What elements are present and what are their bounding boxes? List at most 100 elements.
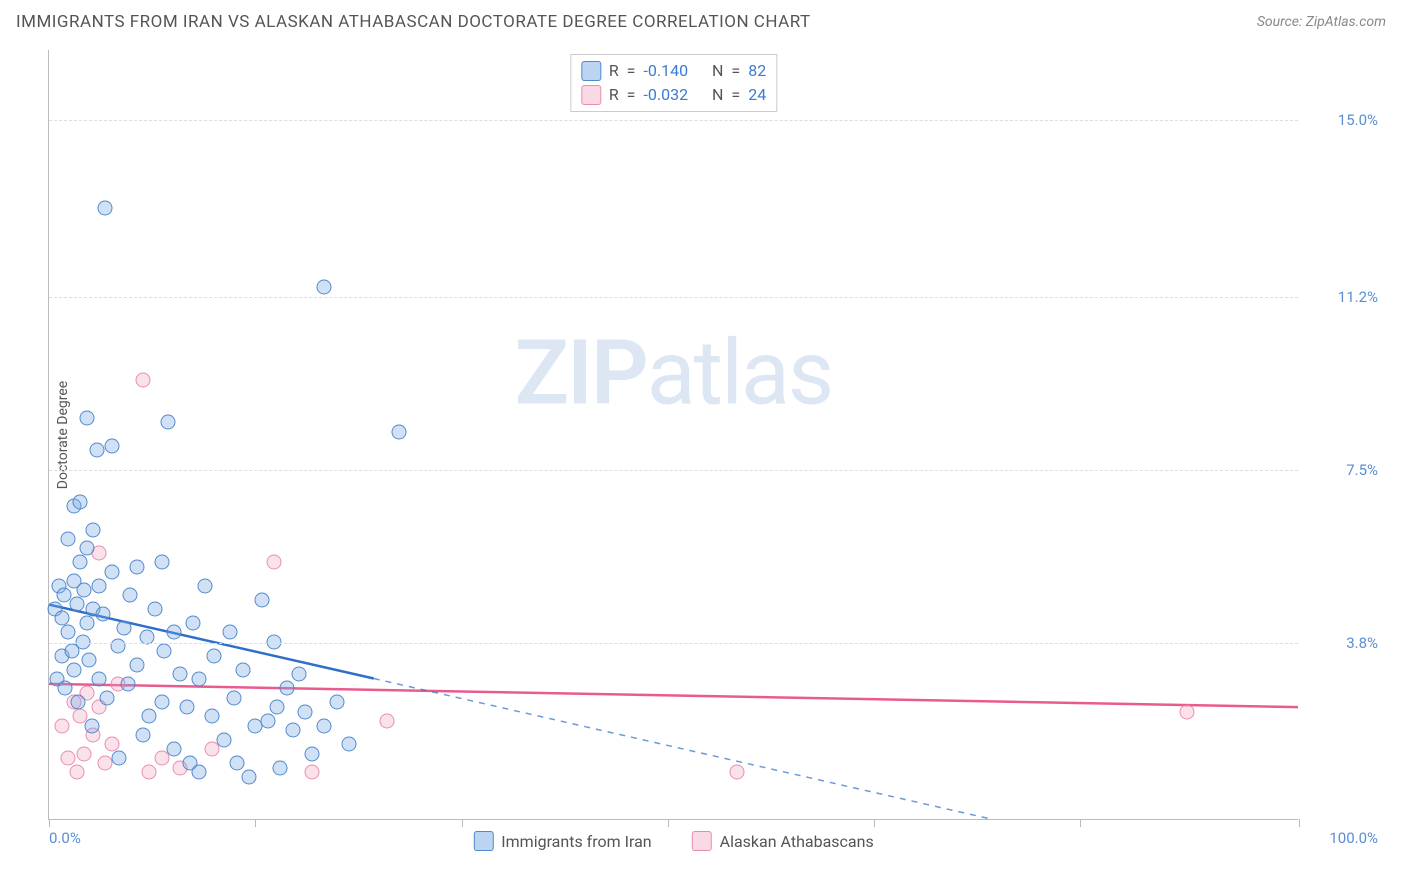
- watermark-bold: ZIP: [515, 320, 647, 425]
- data-point: [304, 746, 319, 761]
- data-point: [342, 737, 357, 752]
- data-point: [267, 555, 282, 570]
- data-point: [123, 588, 138, 603]
- data-point: [229, 756, 244, 771]
- data-point: [60, 625, 75, 640]
- header: IMMIGRANTS FROM IRAN VS ALASKAN ATHABASC…: [0, 0, 1406, 40]
- x-tick: [1080, 819, 1081, 827]
- gridline: [49, 643, 1298, 644]
- x-tick: [874, 819, 875, 827]
- data-point: [235, 662, 250, 677]
- data-point: [142, 709, 157, 724]
- data-point: [135, 373, 150, 388]
- data-point: [135, 728, 150, 743]
- data-point: [120, 676, 135, 691]
- data-point: [285, 723, 300, 738]
- data-point: [92, 578, 107, 593]
- eq-label: =: [627, 83, 636, 107]
- r-value-series1: -0.140: [643, 59, 688, 83]
- data-point: [317, 718, 332, 733]
- x-tick-label-left: 0.0%: [49, 829, 81, 847]
- data-point: [104, 737, 119, 752]
- x-tick: [255, 819, 256, 827]
- data-point: [317, 280, 332, 295]
- data-point: [82, 653, 97, 668]
- gridline: [49, 470, 1298, 471]
- data-point: [260, 714, 275, 729]
- n-value-series1: 82: [748, 59, 766, 83]
- data-point: [1179, 704, 1194, 719]
- data-point: [157, 644, 172, 659]
- y-tick-label: 7.5%: [1346, 461, 1378, 479]
- eq-label: =: [731, 83, 740, 107]
- data-point: [79, 616, 94, 631]
- x-tick: [668, 819, 669, 827]
- data-point: [329, 695, 344, 710]
- data-point: [185, 616, 200, 631]
- data-point: [148, 602, 163, 617]
- r-label: R: [609, 83, 619, 107]
- data-point: [192, 672, 207, 687]
- data-point: [84, 718, 99, 733]
- data-point: [217, 732, 232, 747]
- data-point: [95, 606, 110, 621]
- chart-title: IMMIGRANTS FROM IRAN VS ALASKAN ATHABASC…: [16, 12, 811, 32]
- swatch-series1: [473, 831, 493, 851]
- data-point: [242, 770, 257, 785]
- data-point: [98, 200, 113, 215]
- watermark-rest: atlas: [647, 320, 833, 425]
- data-point: [104, 564, 119, 579]
- source-label: Source: ZipAtlas.com: [1257, 14, 1386, 30]
- data-point: [292, 667, 307, 682]
- r-value-series2: -0.032: [643, 83, 688, 107]
- data-point: [77, 583, 92, 598]
- legend-row-series2: R = -0.032 N = 24: [581, 83, 766, 107]
- gridline: [49, 297, 1298, 298]
- data-point: [204, 709, 219, 724]
- x-tick: [462, 819, 463, 827]
- eq-label: =: [627, 59, 636, 83]
- n-label: N: [712, 83, 723, 107]
- data-point: [207, 648, 222, 663]
- data-point: [117, 620, 132, 635]
- data-point: [110, 639, 125, 654]
- data-point: [223, 625, 238, 640]
- plot-area: Doctorate Degree ZIPatlas R = -0.140 N =…: [48, 50, 1298, 820]
- data-point: [154, 695, 169, 710]
- data-point: [167, 742, 182, 757]
- data-point: [98, 756, 113, 771]
- data-point: [173, 667, 188, 682]
- data-point: [60, 532, 75, 547]
- data-point: [99, 690, 114, 705]
- data-point: [73, 494, 88, 509]
- watermark: ZIPatlas: [515, 320, 833, 425]
- data-point: [58, 681, 73, 696]
- data-point: [269, 700, 284, 715]
- legend-label-series1: Immigrants from Iran: [501, 832, 651, 851]
- y-axis-label: Doctorate Degree: [55, 380, 71, 488]
- data-point: [54, 611, 69, 626]
- data-point: [279, 681, 294, 696]
- data-point: [85, 522, 100, 537]
- n-label: N: [712, 59, 723, 83]
- data-point: [89, 443, 104, 458]
- data-point: [160, 415, 175, 430]
- data-point: [54, 718, 69, 733]
- legend-item-series1: Immigrants from Iran: [473, 831, 651, 851]
- data-point: [254, 592, 269, 607]
- swatch-series1: [581, 61, 601, 81]
- data-point: [729, 765, 744, 780]
- data-point: [73, 555, 88, 570]
- data-point: [112, 751, 127, 766]
- data-point: [379, 714, 394, 729]
- data-point: [79, 410, 94, 425]
- legend-label-series2: Alaskan Athabascans: [720, 832, 874, 851]
- data-point: [69, 765, 84, 780]
- swatch-series2: [581, 85, 601, 105]
- x-tick: [49, 819, 50, 827]
- data-point: [198, 578, 213, 593]
- data-point: [77, 746, 92, 761]
- data-point: [142, 765, 157, 780]
- data-point: [70, 695, 85, 710]
- chart-container: Doctorate Degree ZIPatlas R = -0.140 N =…: [48, 50, 1388, 860]
